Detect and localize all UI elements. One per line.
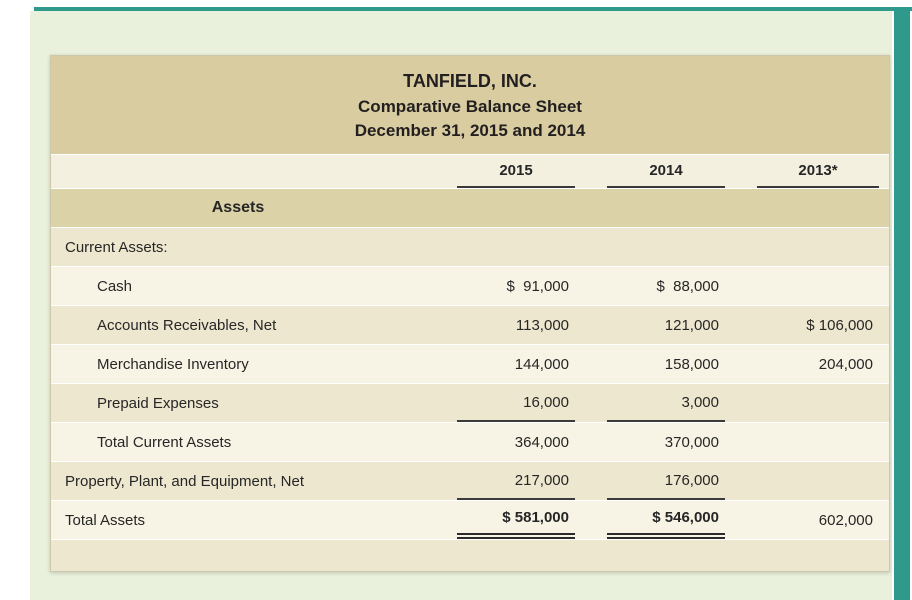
value-2013 [757,228,879,266]
row-label: Total Assets [65,511,146,529]
section-header-assets: Assets [211,199,265,216]
column-header-spacer [51,155,425,188]
balance-sheet-card: TANFIELD, INC. Comparative Balance Sheet… [50,55,890,572]
value-2015 [457,228,575,266]
row-label: Merchandise Inventory [97,355,249,373]
table-row-cash: Cash $ 91,000 $ 88,000 [51,266,889,305]
column-header-row: 2015 2014 2013* [51,154,889,188]
value-2014: 158,000 [664,355,719,373]
value-2013 [757,384,879,422]
table-row-property-plant-equipment: Property, Plant, and Equipment, Net 217,… [51,461,889,500]
value-2013: $ 106,000 [806,316,873,334]
column-header-2014: 2014 [607,155,725,188]
row-label: Current Assets: [65,238,168,256]
company-name: TANFIELD, INC. [403,71,537,91]
value-2013 [757,267,879,305]
value-2015: $ 91,000 [506,277,569,295]
row-label: Accounts Receivables, Net [97,316,277,334]
row-label: Cash [97,277,133,295]
column-header-2015: 2015 [457,155,575,188]
table-row-accounts-receivables: Accounts Receivables, Net 113,000 121,00… [51,305,889,344]
value-2014: 370,000 [664,433,719,451]
statement-header: TANFIELD, INC. Comparative Balance Sheet… [51,56,889,154]
table-row-prepaid-expenses: Prepaid Expenses 16,000 3,000 [51,383,889,422]
value-2014: 3,000 [607,384,725,422]
value-2014 [607,228,725,266]
value-2015: 364,000 [514,433,569,451]
right-accent-bar [894,7,910,600]
table-row-total-current-assets: Total Current Assets 364,000 370,000 [51,422,889,461]
section-empty-2014 [607,189,725,227]
column-header-2013: 2013* [757,155,879,188]
value-2015: 144,000 [514,355,569,373]
table-row-merchandise-inventory: Merchandise Inventory 144,000 158,000 20… [51,344,889,383]
statement-period: December 31, 2015 and 2014 [354,121,586,140]
section-empty-2013 [757,189,879,227]
value-2013 [757,462,879,500]
top-accent-rule [34,7,912,11]
value-2015: 217,000 [457,462,575,500]
row-label: Prepaid Expenses [97,394,219,412]
section-empty-2015 [457,189,575,227]
value-2015: 16,000 [457,384,575,422]
row-label: Total Current Assets [97,433,232,451]
table-footer-spacer [51,539,889,571]
value-2014: 121,000 [664,316,719,334]
section-row-assets: Assets [51,188,889,227]
table-row-current-assets: Current Assets: [51,227,889,266]
table-row-total-assets: Total Assets $ 581,000 $ 546,000 602,000 [51,500,889,539]
value-2013: 602,000 [818,511,873,529]
value-2014: $ 546,000 [607,501,725,539]
value-2015: 113,000 [515,316,569,334]
value-2014: 176,000 [607,462,725,500]
value-2013: 204,000 [818,355,873,373]
value-2015: $ 581,000 [457,501,575,539]
value-2013 [757,423,879,461]
statement-title: Comparative Balance Sheet [358,97,582,116]
row-label: Property, Plant, and Equipment, Net [65,472,305,490]
value-2014: $ 88,000 [656,277,719,295]
